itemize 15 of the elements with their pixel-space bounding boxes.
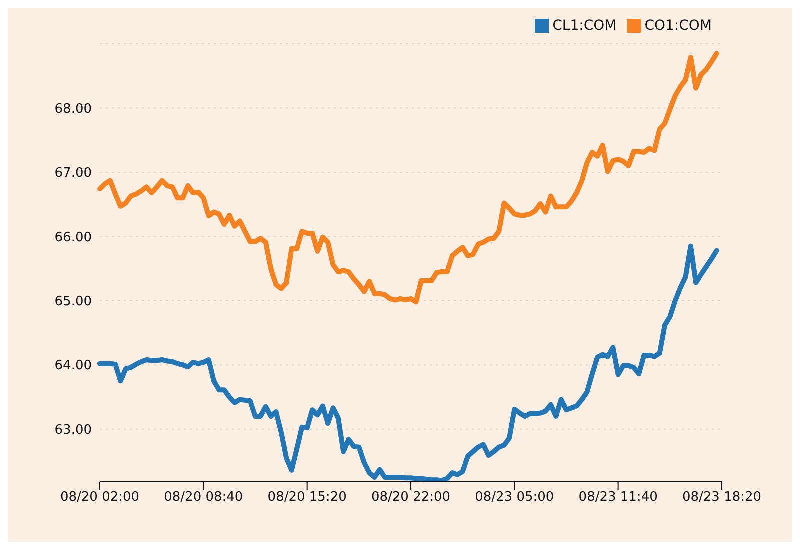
x-tick-label: 08/20 08:40 [164,490,244,506]
x-tick-label: 08/20 22:00 [371,490,451,506]
y-tick-label: 64.00 [54,358,92,374]
x-tick-label: 08/23 05:00 [475,490,554,506]
x-tick-label: 08/23 11:40 [578,490,658,506]
y-tick-label: 63.00 [54,422,92,438]
y-tick-label: 68.00 [54,102,92,117]
y-tick-label: 66.00 [54,230,92,246]
legend-label: CL1:COM [552,18,617,34]
legend-label: CO1:COM [644,18,712,34]
y-tick-label: 65.00 [54,294,92,310]
x-tick-label: 08/20 02:00 [60,490,140,506]
x-tick-label: 08/20 15:20 [268,490,347,506]
y-tick-label: 67.00 [54,166,92,182]
x-tick-label: 08/23 18:20 [682,490,762,506]
